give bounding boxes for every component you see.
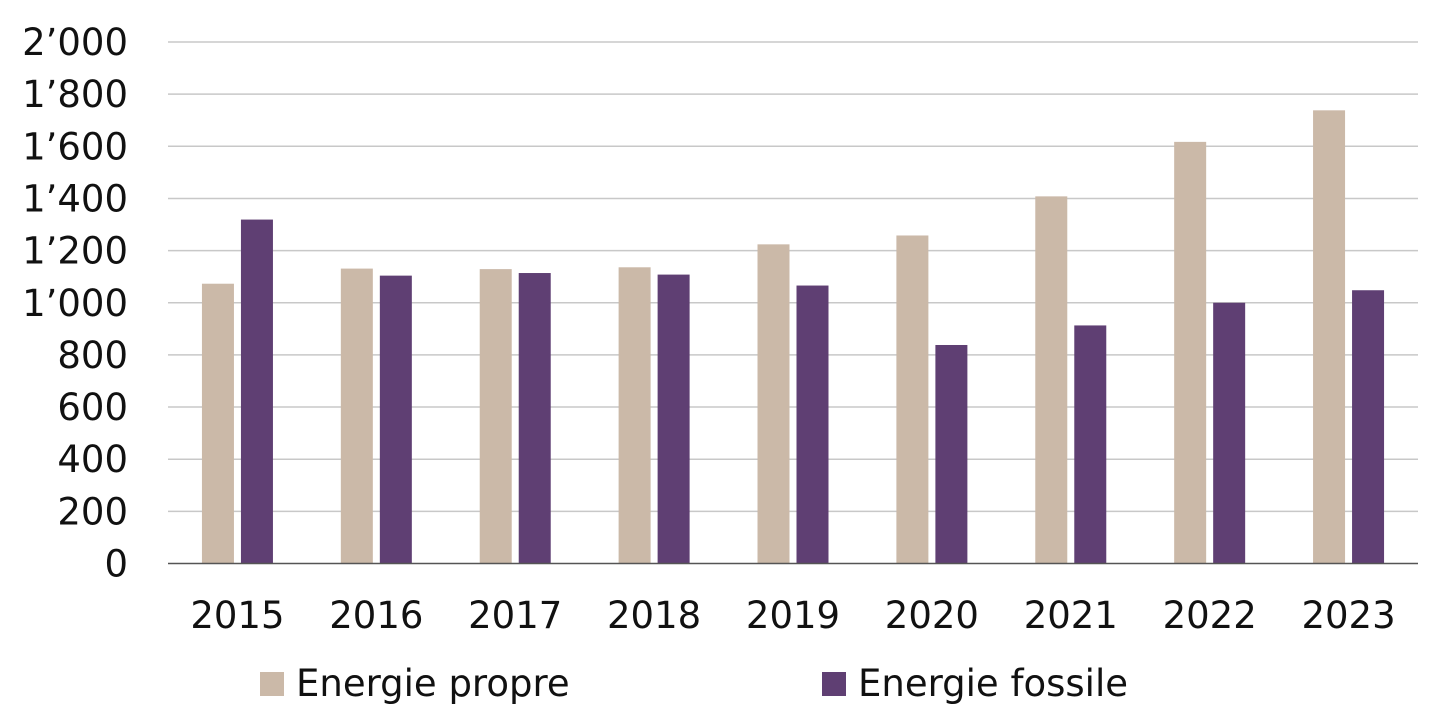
- legend-swatch-propre: [260, 671, 284, 696]
- bar-fossile-2023: [1352, 290, 1385, 564]
- x-tick-label: 2018: [607, 594, 701, 637]
- y-tick-label: 1’200: [22, 230, 128, 273]
- gridlines: [168, 41, 1418, 513]
- bar-propre-2021: [1035, 196, 1068, 564]
- y-tick-label: 1’800: [22, 73, 128, 116]
- bar-fossile-2015: [240, 219, 273, 564]
- x-tick-label: 2015: [190, 594, 284, 637]
- bar-fossile-2018: [657, 274, 690, 564]
- x-tick-label: 2020: [885, 594, 979, 637]
- legend-label-fossile: Energie fossile: [858, 662, 1128, 705]
- x-tick-label: 2017: [468, 594, 562, 637]
- y-tick-label: 1’000: [22, 282, 128, 325]
- legend-swatch-fossile: [822, 671, 846, 696]
- y-tick-label: 1’400: [22, 177, 128, 220]
- bar-propre-2020: [896, 235, 929, 564]
- x-tick-label: 2019: [746, 594, 840, 637]
- bars: [201, 110, 1385, 564]
- legend-label-propre: Energie propre: [296, 662, 570, 705]
- y-tick-label: 1’600: [22, 125, 128, 168]
- bar-fossile-2019: [796, 285, 829, 564]
- bar-fossile-2016: [379, 275, 412, 564]
- y-tick-label: 400: [57, 438, 128, 481]
- bar-propre-2016: [340, 268, 373, 564]
- bar-propre-2017: [479, 269, 512, 564]
- y-tick-label: 600: [57, 386, 128, 429]
- bar-propre-2023: [1313, 110, 1346, 564]
- x-tick-label: 2021: [1024, 594, 1118, 637]
- x-axis-ticks: 2015 2016 2017 2018 2019 2020 2021 2022 2023: [190, 594, 1395, 637]
- y-tick-label: 2’000: [22, 21, 128, 64]
- bar-fossile-2017: [518, 273, 551, 564]
- x-tick-label: 2023: [1301, 594, 1395, 637]
- bar-propre-2022: [1174, 141, 1207, 564]
- bar-propre-2018: [618, 267, 651, 564]
- bar-fossile-2021: [1074, 325, 1107, 564]
- x-tick-label: 2022: [1163, 594, 1257, 637]
- bar-propre-2019: [757, 244, 790, 564]
- y-axis-ticks: 0 200 400 600 800 1’000 1’200 1’400 1’600 1’800 2’…: [22, 21, 128, 586]
- y-tick-label: 200: [57, 490, 128, 533]
- y-tick-label: 800: [57, 334, 128, 377]
- legend-item-fossile: Energie fossile: [822, 662, 1128, 705]
- bar-fossile-2020: [935, 344, 968, 564]
- y-tick-label: 0: [104, 543, 128, 586]
- x-tick-label: 2016: [329, 594, 423, 637]
- legend-item-propre: Energie propre: [260, 662, 570, 705]
- bar-fossile-2022: [1213, 302, 1246, 564]
- bar-propre-2015: [201, 283, 234, 564]
